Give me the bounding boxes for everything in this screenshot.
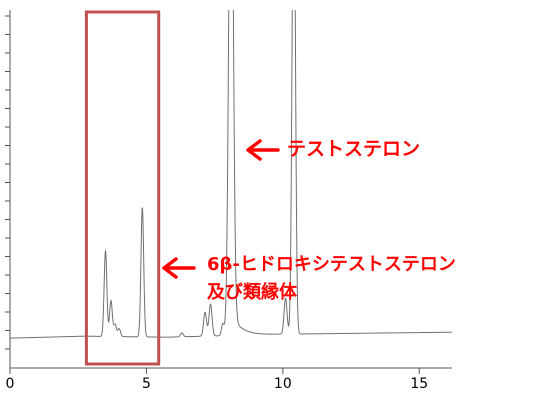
x-tick-label: 15 [410,376,428,392]
y-axis-ticks [5,15,10,350]
annotation-testosterone: テストステロン [287,138,420,160]
annotation-6beta-arrow-icon [162,257,196,279]
annotation-testosterone-arrow-icon [246,139,280,161]
x-tick-label: 0 [6,376,15,392]
x-axis-ticks: 0 5 10 15 [6,368,428,392]
highlight-box [84,10,161,366]
chromatogram-trace [10,10,452,339]
x-tick-label: 5 [142,376,151,392]
x-tick-label: 10 [274,376,292,392]
annotation-related-compounds: 及び類縁体 [207,281,298,303]
annotation-6beta-oh-testosterone: 6β-ヒドロキシテストステロン [207,254,456,275]
